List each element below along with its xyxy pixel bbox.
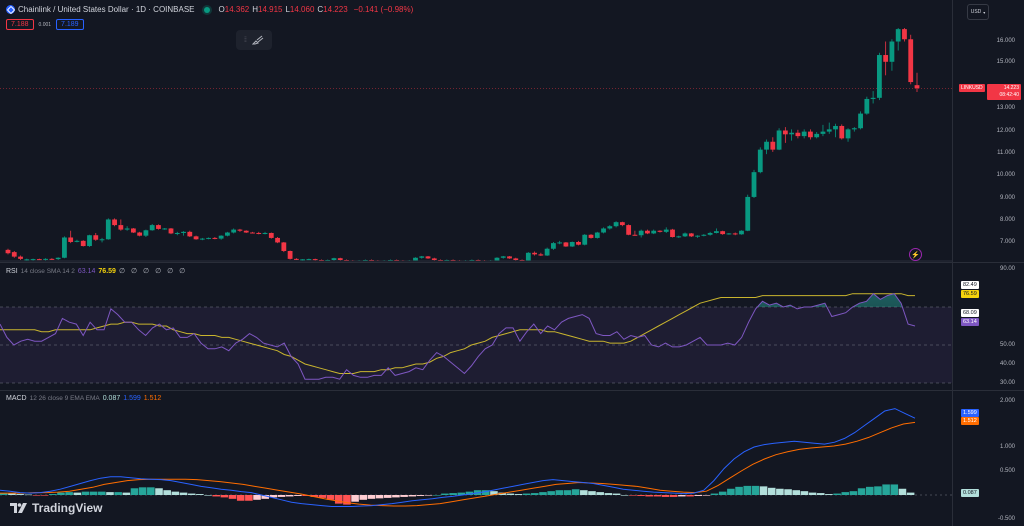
- price-tick: 15.000: [996, 59, 1015, 65]
- price-tick: 16.000: [996, 38, 1015, 44]
- rsi-value: 63.14: [77, 267, 96, 275]
- macd-tick: 1.000: [999, 444, 1015, 450]
- price-tick: 12.000: [996, 128, 1015, 134]
- countdown-label: 08:42:40: [999, 92, 1019, 99]
- rsi-axis-label: 63.14: [961, 318, 979, 326]
- rsi-axis-label: 82.49: [961, 281, 979, 289]
- tradingview-logo-icon: [10, 503, 27, 513]
- ohlc-value: 14.060: [289, 5, 315, 14]
- macd-axis-label: 0.087: [961, 489, 979, 497]
- brush-icon[interactable]: [251, 35, 264, 45]
- macd-name[interactable]: MACD: [6, 395, 27, 402]
- macd-value: 1.599: [123, 395, 141, 402]
- market-status-icon[interactable]: [203, 6, 210, 13]
- rsi-tick: 30.00: [999, 380, 1015, 386]
- price-axis[interactable]: USD ▾ 16.000 15.000 13.000 12.000 11.000 10.0…: [952, 0, 1024, 262]
- chevron-down-icon: ▾: [983, 9, 986, 15]
- lightning-event-icon[interactable]: ⚡: [909, 248, 922, 261]
- macd-hist-value: 0.087: [102, 395, 121, 402]
- macd-tick: 0.500: [999, 468, 1015, 474]
- tradingview-brand: TradingView: [32, 501, 103, 515]
- price-tick: 9.000: [999, 195, 1015, 201]
- macd-signal-value: 1.512: [143, 395, 162, 402]
- price-chart-pane[interactable]: Chainlink / United States Dollar · 1D · …: [0, 0, 952, 262]
- rsi-tick: 90.00: [999, 266, 1015, 272]
- chainlink-logo-icon: [6, 5, 15, 14]
- rsi-pane[interactable]: RSI 14 close SMA 14 2 63.14 76.59 ∅ ∅ ∅ …: [0, 262, 952, 391]
- ohlc-key: O: [218, 5, 225, 14]
- rsi-tick: 50.00: [999, 342, 1015, 348]
- ohlc-key: H: [252, 5, 258, 14]
- rsi-params: 14 close SMA 14 2: [20, 267, 75, 275]
- trade-buttons: 7.188 0.001 7.189: [6, 19, 84, 30]
- currency-button[interactable]: USD ▾: [967, 4, 989, 20]
- rsi-name[interactable]: RSI: [6, 267, 18, 275]
- ohlc-key: C: [317, 5, 324, 14]
- macd-tick: -0.500: [997, 516, 1015, 522]
- macd-params: 12 26 close 9 EMA EMA: [29, 395, 100, 402]
- candlestick-chart[interactable]: [0, 0, 952, 262]
- macd-axis-label: 1.599: [961, 409, 979, 417]
- rsi-chart[interactable]: [0, 263, 952, 391]
- spread-value: 0.001: [38, 21, 52, 28]
- tradingview-logo[interactable]: TradingView: [10, 501, 102, 515]
- price-tick: 13.000: [996, 105, 1015, 111]
- rsi-axis[interactable]: 90.00 50.00 40.00 30.00 82.49 76.59 68.09 63.14: [952, 262, 1024, 391]
- ohlc-value: 14.362: [224, 5, 250, 14]
- rsi-axis-label: 68.09: [961, 309, 979, 317]
- price-tick: 8.000: [999, 217, 1015, 223]
- rsi-sma-value: 76.59: [98, 267, 116, 275]
- rsi-legend: RSI 14 close SMA 14 2 63.14 76.59 ∅ ∅ ∅ …: [6, 267, 188, 276]
- macd-chart[interactable]: [0, 391, 952, 526]
- rsi-tick: 40.00: [999, 361, 1015, 367]
- drag-handle-icon[interactable]: ⁞⁞: [244, 36, 247, 44]
- floating-drawing-toolbar[interactable]: ⁞⁞: [236, 30, 272, 50]
- last-price-label: 14.223: [1003, 85, 1019, 92]
- macd-axis[interactable]: 2.000 1.000 0.500 -0.500 1.599 1.512 0.087: [952, 390, 1024, 526]
- last-price-tag: 14.223 08:42:40: [987, 84, 1021, 101]
- ohlc-values: O14.362 H14.915 L14.060 C14.223: [219, 5, 351, 14]
- symbol-legend: Chainlink / United States Dollar · 1D · …: [6, 5, 416, 14]
- price-tick: 11.000: [997, 150, 1015, 156]
- macd-tick: 2.000: [999, 398, 1015, 404]
- macd-axis-label: 1.512: [961, 417, 979, 425]
- ohlc-key: L: [285, 5, 290, 14]
- ohlc-value: 14.223: [323, 5, 348, 14]
- price-tick: 10.000: [996, 172, 1015, 178]
- symbol-price-tag: LINKUSD: [959, 84, 985, 93]
- buy-button[interactable]: 7.189: [56, 19, 84, 30]
- sell-button[interactable]: 7.188: [6, 19, 34, 30]
- macd-pane[interactable]: MACD 12 26 close 9 EMA EMA 0.087 1.599 1…: [0, 390, 952, 526]
- price-change: −0.141 (−0.98%): [353, 5, 414, 14]
- macd-legend: MACD 12 26 close 9 EMA EMA 0.087 1.599 1…: [6, 395, 161, 402]
- currency-label: USD: [970, 9, 982, 15]
- symbol-title[interactable]: Chainlink / United States Dollar · 1D · …: [18, 5, 195, 14]
- rsi-extra-values: ∅ ∅ ∅ ∅ ∅ ∅: [118, 268, 188, 275]
- ohlc-value: 14.915: [258, 5, 283, 14]
- rsi-axis-label: 76.59: [961, 290, 979, 298]
- price-tick: 7.000: [999, 239, 1015, 245]
